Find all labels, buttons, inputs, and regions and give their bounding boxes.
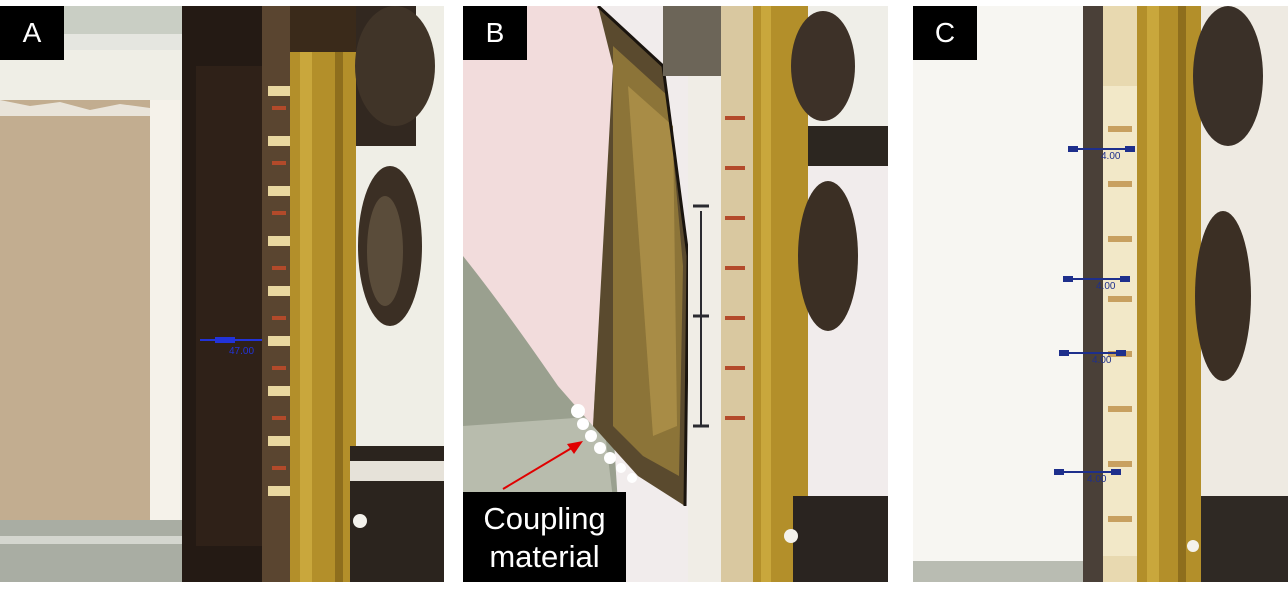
measurement-label-a: 47.00 bbox=[229, 346, 255, 357]
measurement-label-c-1: 4.00 bbox=[1101, 151, 1121, 162]
panel-letter-a: A bbox=[0, 6, 64, 60]
coupling-material-label: Coupling material bbox=[463, 500, 626, 576]
measurement-label-c-4: 4.00 bbox=[1087, 474, 1107, 485]
photo-a-image bbox=[0, 6, 444, 582]
panel-letter-b: B bbox=[463, 6, 527, 60]
measurement-label-c-3: 4.00 bbox=[1092, 355, 1112, 366]
photo-panel-c: 4.00 4.00 4.00 4.00 C bbox=[913, 6, 1288, 582]
coupling-material-callout: Coupling material bbox=[463, 492, 626, 582]
callout-line: Coupling bbox=[483, 501, 606, 536]
measurement-label-c-2: 4.00 bbox=[1096, 281, 1116, 292]
callout-line: material bbox=[489, 539, 600, 574]
photo-panel-a: 47.00 A bbox=[0, 6, 444, 582]
photo-c-image bbox=[913, 6, 1288, 582]
photo-panel-b: Coupling material B bbox=[463, 6, 888, 582]
panel-letter-c: C bbox=[913, 6, 977, 60]
